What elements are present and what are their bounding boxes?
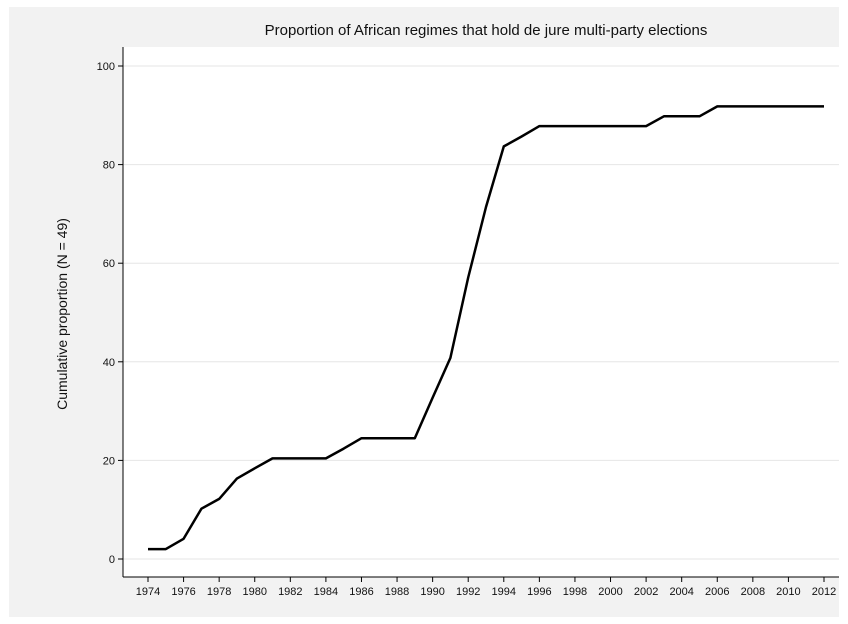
x-tick-label: 1986	[349, 586, 373, 598]
line-chart: Proportion of African regimes that hold …	[54, 22, 839, 598]
y-axis-label: Cumulative proportion (N = 49)	[54, 218, 70, 410]
x-tick-label: 1974	[136, 586, 160, 598]
y-tick-label: 60	[103, 258, 115, 270]
gridlines	[123, 65, 839, 560]
y-tick-label: 0	[109, 554, 115, 566]
x-tick-label: 1980	[242, 586, 266, 598]
x-tick-label: 1976	[171, 586, 195, 598]
x-tick-label: 1982	[278, 586, 302, 598]
y-axis-ticks: 0 20 40 60 80 100	[97, 61, 123, 566]
plot-area	[123, 47, 839, 577]
x-tick-label: 2006	[705, 586, 729, 598]
y-tick-label: 40	[103, 357, 115, 369]
x-tick-label: 2010	[776, 586, 800, 598]
x-tick-label: 1978	[207, 586, 231, 598]
x-axis-ticks: 1974 1976 1978 1980 1982 1984 1986 1988 1990 1992…	[136, 577, 836, 598]
x-tick-label: 1990	[420, 586, 444, 598]
series-group	[148, 105, 824, 551]
x-tick-label: 1992	[456, 586, 480, 598]
y-tick-label: 100	[97, 61, 115, 73]
x-tick-label: 1994	[492, 586, 516, 598]
chart-frame: Proportion of African regimes that hold …	[9, 7, 839, 617]
chart-title: Proportion of African regimes that hold …	[265, 22, 708, 39]
y-tick-label: 20	[103, 455, 115, 467]
x-tick-label: 2008	[741, 586, 765, 598]
x-tick-label: 1996	[527, 586, 551, 598]
y-tick-label: 80	[103, 160, 115, 172]
series-line-0	[148, 105, 824, 551]
x-tick-label: 2002	[634, 586, 658, 598]
x-tick-label: 2004	[669, 586, 693, 598]
x-tick-label: 1988	[385, 586, 409, 598]
x-tick-label: 2000	[598, 586, 622, 598]
x-tick-label: 1998	[563, 586, 587, 598]
x-tick-label: 1984	[314, 586, 338, 598]
x-tick-label: 2012	[812, 586, 836, 598]
